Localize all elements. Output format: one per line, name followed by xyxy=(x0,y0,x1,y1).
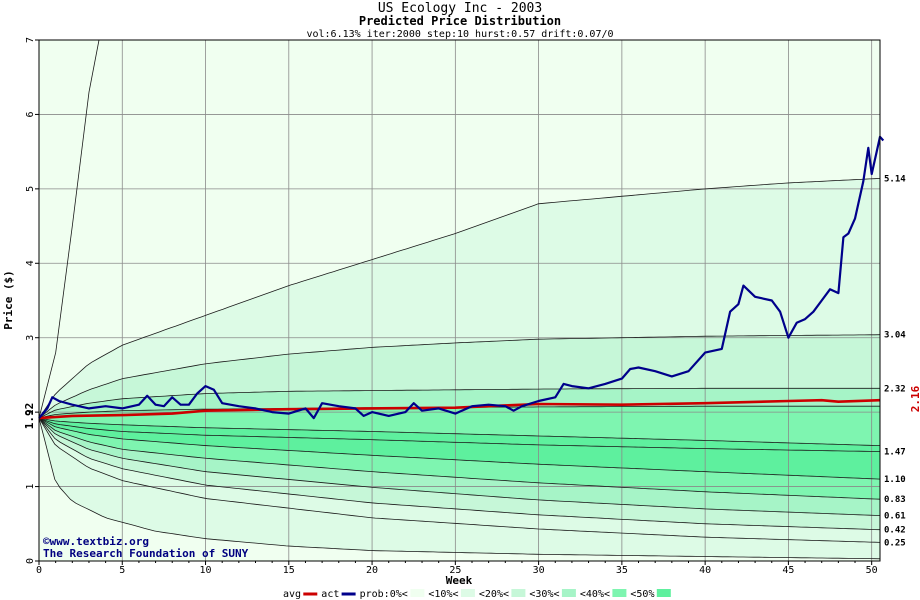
probability-band xyxy=(39,406,880,446)
band-value-label: 1.10 xyxy=(884,475,906,485)
y-tick-label: 0 xyxy=(25,558,36,564)
x-tick-label: 50 xyxy=(866,565,878,576)
x-tick-label: 20 xyxy=(366,565,378,576)
legend-label: act xyxy=(321,589,339,600)
probability-band xyxy=(39,418,880,516)
percentile-curve xyxy=(38,417,881,560)
legend-color-swatch xyxy=(511,589,526,597)
percentile-curve xyxy=(38,417,881,516)
x-tick-label: 5 xyxy=(119,565,125,576)
x-axis-ticks: 0 5 10 15 20 25 30 35 40 45 50 xyxy=(36,561,878,576)
simulation-params: vol:6.13% iter:2000 step:10 hurst:0.57 d… xyxy=(306,29,613,40)
band-value-label: 5.14 xyxy=(884,174,906,184)
legend-color-swatch xyxy=(410,589,425,597)
band-value-label: 0.61 xyxy=(884,512,906,522)
y-tick-label: 7 xyxy=(25,37,36,43)
series-lines xyxy=(38,135,885,420)
probability-band xyxy=(39,418,880,559)
plot-border xyxy=(38,39,881,562)
band-value-label: 2.32 xyxy=(884,384,906,394)
x-axis-label: Week xyxy=(446,574,473,587)
probability-band xyxy=(39,418,880,543)
chart-subtitle: Predicted Price Distribution xyxy=(359,14,561,28)
final-avg-price-label: 2.16 xyxy=(909,385,920,412)
copyright-icon: © xyxy=(43,535,50,548)
legend-label: prob:0%< xyxy=(360,589,408,600)
percentile-curve xyxy=(38,39,100,419)
band-value-label: 3.04 xyxy=(884,331,906,341)
plot-frame xyxy=(38,39,881,562)
probability-band xyxy=(39,334,880,419)
x-tick-label: 10 xyxy=(200,565,212,576)
chart-title: US Ecology Inc - 2003 xyxy=(378,1,542,16)
percentile-curve xyxy=(38,417,881,480)
y-tick-label: 2 xyxy=(25,409,36,415)
start-price-label: 1.92 xyxy=(23,403,36,430)
probability-band xyxy=(39,388,880,419)
percentile-curve xyxy=(38,178,881,419)
y-tick-label: 3 xyxy=(25,335,36,341)
legend-color-swatch xyxy=(656,589,671,597)
legend-color-swatch xyxy=(460,589,475,597)
legend: avg act prob:0%< <10%< <20%< <30%< <40%< <50% xyxy=(283,589,671,600)
x-tick-label: 25 xyxy=(449,565,461,576)
percentile-curves xyxy=(38,39,881,560)
series-line-act xyxy=(38,135,885,420)
probability-bands xyxy=(39,178,880,559)
x-tick-label: 40 xyxy=(699,565,711,576)
y-tick-label: 6 xyxy=(25,111,36,117)
y-axis-ticks: 0 1 2 3 4 5 6 7 xyxy=(25,37,39,564)
legend-label: <20%< xyxy=(479,589,509,600)
legend-label: avg xyxy=(283,589,301,600)
probability-band xyxy=(39,418,880,480)
y-axis-label: Price ($) xyxy=(2,270,15,330)
y-tick-label: 1 xyxy=(25,484,36,490)
legend-color-swatch xyxy=(561,589,576,597)
percentile-curve xyxy=(38,417,881,446)
band-value-label: 0.83 xyxy=(884,495,906,505)
legend-color-swatch xyxy=(612,589,627,597)
percentile-curve xyxy=(38,417,881,531)
x-tick-label: 0 xyxy=(36,565,42,576)
x-tick-label: 15 xyxy=(283,565,295,576)
probability-band xyxy=(39,178,880,419)
credit-website: ©www.textbiz.org xyxy=(43,535,149,548)
legend-label: <10%< xyxy=(428,589,458,600)
y-tick-label: 4 xyxy=(25,260,36,266)
legend-label: <30%< xyxy=(529,589,559,600)
band-value-label: 0.25 xyxy=(884,538,906,548)
credit-organization: The Research Foundation of SUNY xyxy=(43,547,249,560)
y-tick-label: 5 xyxy=(25,186,36,192)
percentile-curve xyxy=(38,417,881,452)
percentile-curve xyxy=(38,334,881,419)
probability-band xyxy=(39,418,880,500)
x-tick-label: 30 xyxy=(533,565,545,576)
x-tick-label: 45 xyxy=(782,565,794,576)
probability-band xyxy=(39,418,880,530)
x-tick-label: 35 xyxy=(616,565,628,576)
percentile-curve xyxy=(38,387,880,419)
probability-band xyxy=(39,418,880,452)
band-value-labels: 5.14 3.04 2.32 1.47 1.10 0.83 0.61 0.42 0.25 xyxy=(884,174,906,548)
band-value-label: 0.42 xyxy=(884,526,906,536)
band-value-label: 1.47 xyxy=(884,448,906,458)
credit-url: www.textbiz.org xyxy=(50,535,149,548)
legend-label: <50% xyxy=(630,589,654,600)
legend-label: <40%< xyxy=(580,589,610,600)
percentile-curve xyxy=(38,417,881,543)
percentile-curve xyxy=(38,417,881,500)
